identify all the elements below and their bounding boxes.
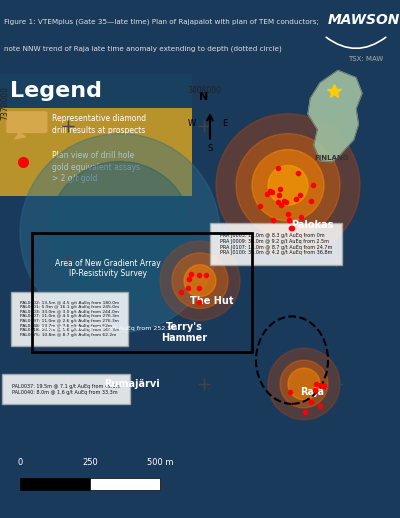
Polygon shape <box>308 70 362 162</box>
FancyBboxPatch shape <box>6 111 48 134</box>
Text: PAL0033: 3.8m @ 7.9 g/t AuEq from 252.5m: PAL0033: 3.8m @ 7.9 g/t AuEq from 252.5m <box>39 326 177 331</box>
Text: Representative diamond
drill results at prospects: Representative diamond drill results at … <box>52 114 146 135</box>
Circle shape <box>172 253 228 309</box>
Text: E: E <box>222 119 227 128</box>
Text: PAL0002: 13.5m @ 4.5 g/t AuEq from 180.0m
PAL0001: 5.9m @ 16.1 g/t AuEq from 245: PAL0002: 13.5m @ 4.5 g/t AuEq from 180.0… <box>20 300 119 337</box>
Text: note NNW trend of Raja late time anomaly extending to depth (dotted circle): note NNW trend of Raja late time anomaly… <box>4 46 282 52</box>
Text: 0: 0 <box>17 458 23 467</box>
Circle shape <box>268 165 308 205</box>
Circle shape <box>236 134 340 237</box>
Circle shape <box>48 162 192 305</box>
Text: S: S <box>207 143 213 153</box>
Text: 250: 250 <box>82 458 98 467</box>
Text: FINLAND: FINLAND <box>315 154 349 161</box>
FancyBboxPatch shape <box>0 74 192 108</box>
Text: N: N <box>199 92 209 102</box>
Circle shape <box>160 241 240 321</box>
Text: Raja: Raja <box>300 387 324 397</box>
Text: Plan view of drill hole
gold equivalent assays
> 2 g/t gold: Plan view of drill hole gold equivalent … <box>52 151 140 183</box>
Text: 3408000: 3408000 <box>187 86 221 95</box>
FancyBboxPatch shape <box>0 108 192 196</box>
Text: W: W <box>188 119 196 128</box>
Text: Terry's
Hammer: Terry's Hammer <box>161 322 207 343</box>
Circle shape <box>184 265 216 297</box>
Polygon shape <box>14 131 27 140</box>
Text: 500 m: 500 m <box>147 458 173 467</box>
Circle shape <box>280 360 328 408</box>
Text: Legend: Legend <box>10 81 102 102</box>
Text: The Hut: The Hut <box>190 296 234 306</box>
Circle shape <box>216 114 360 257</box>
Circle shape <box>20 134 220 333</box>
Text: Palokas: Palokas <box>291 220 333 230</box>
Circle shape <box>252 150 324 221</box>
Text: PRA J0003: 13.0m @ 8.3 g/t AuEq from 0m
PRA J0009: 30.0m @ 9.2 g/t AuEq from 2.5: PRA J0003: 13.0m @ 8.3 g/t AuEq from 0m … <box>220 233 332 255</box>
Circle shape <box>288 368 320 400</box>
Bar <box>90 479 160 490</box>
Text: 7378000: 7378000 <box>0 86 9 120</box>
Text: TSX: MAW: TSX: MAW <box>348 55 383 62</box>
Text: PAL0037: 19.5m @ 7.1 g/t AuEq from 49.5m
PAL0040: 8.0m @ 1.6 g/t AuEq from 33.3m: PAL0037: 19.5m @ 7.1 g/t AuEq from 49.5m… <box>12 384 120 395</box>
Bar <box>20 479 90 490</box>
Text: Area of New Gradient Array
IP-Resistivity Survey: Area of New Gradient Array IP-Resistivit… <box>55 259 161 279</box>
Text: Rumajärvi: Rumajärvi <box>104 379 160 389</box>
Circle shape <box>268 348 340 420</box>
Bar <box>32 233 252 352</box>
Text: MAWSON: MAWSON <box>328 13 400 27</box>
Text: Figure 1: VTEMplus (Gate 35—late time) Plan of Rajapalot with plan of TEM conduc: Figure 1: VTEMplus (Gate 35—late time) P… <box>4 19 319 25</box>
